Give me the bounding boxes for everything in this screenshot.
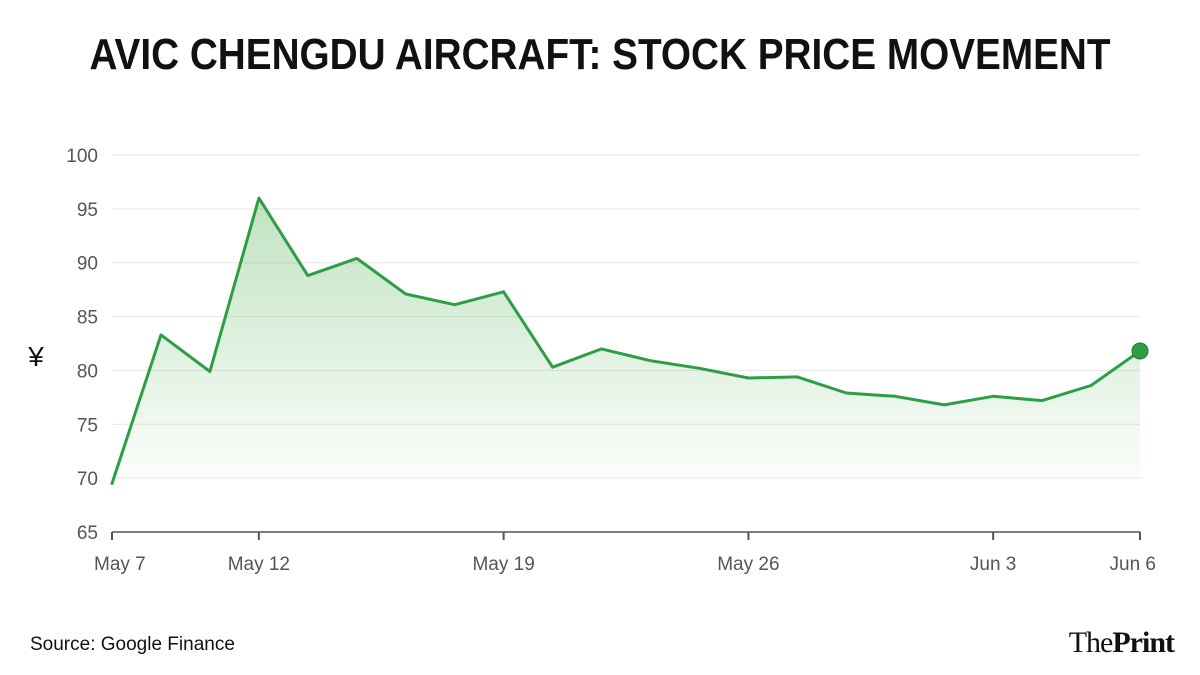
y-tick-label-70: 70 (77, 469, 98, 490)
theprint-logo: ThePrint (1068, 626, 1175, 660)
x-tick-label-jun-6: Jun 6 (1110, 554, 1156, 575)
y-tick-label-100: 100 (66, 146, 98, 167)
y-tick-label-65: 65 (77, 523, 98, 544)
end-marker (1131, 342, 1149, 360)
y-tick-label-95: 95 (77, 200, 98, 221)
y-axis-label: ¥ (27, 341, 44, 372)
y-tick-label-85: 85 (77, 308, 98, 329)
logo-the: The (1068, 626, 1114, 659)
y-tick-label-80: 80 (77, 361, 98, 382)
x-tick-label-may-26: May 26 (717, 554, 779, 575)
x-tick-label-may-19: May 19 (472, 554, 534, 575)
x-tick-label-jun-3: Jun 3 (970, 554, 1016, 575)
chart-title: AVIC CHENGDU AIRCRAFT: STOCK PRICE MOVEM… (89, 30, 1111, 79)
end-marker-group (1131, 342, 1149, 360)
x-tick-label-may-12: May 12 (228, 554, 290, 575)
price-line-group (110, 196, 1142, 485)
price-area-fill (112, 198, 1140, 484)
y-tick-label-90: 90 (77, 254, 98, 275)
y-tick-label-75: 75 (77, 415, 98, 436)
y-axis-ticks: 65 70 75 80 85 90 95 100 (66, 146, 98, 544)
x-tick-label-may-7: May 7 (94, 554, 146, 575)
source-note: Source: Google Finance (30, 634, 235, 655)
x-axis: May 7 May 12 May 19 May 26 Jun 3 Jun 6 (94, 531, 1156, 575)
price-area (112, 198, 1140, 484)
price-line (110, 196, 1142, 485)
logo-print: Print (1112, 626, 1175, 659)
